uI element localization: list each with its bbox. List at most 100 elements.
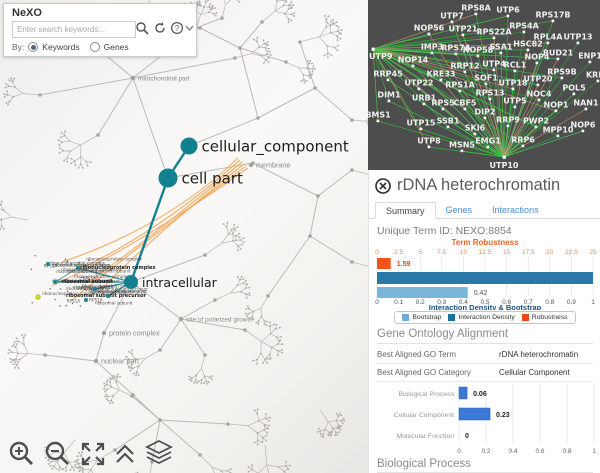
gene-node[interactable] bbox=[483, 116, 487, 120]
gene-node[interactable] bbox=[535, 61, 539, 65]
tree-node[interactable] bbox=[62, 149, 65, 152]
gene-node[interactable] bbox=[463, 107, 467, 111]
tree-node[interactable] bbox=[199, 5, 202, 7]
tree-node[interactable] bbox=[245, 297, 248, 299]
tree-node[interactable] bbox=[332, 427, 334, 430]
tree-node[interactable] bbox=[266, 431, 269, 434]
tree-node[interactable] bbox=[69, 150, 72, 153]
tree-node[interactable] bbox=[111, 374, 114, 377]
tree-node[interactable] bbox=[325, 18, 328, 21]
tree-node[interactable] bbox=[332, 18, 334, 21]
tree-node[interactable] bbox=[58, 147, 61, 150]
tree-node[interactable] bbox=[194, 379, 197, 382]
tree-node[interactable] bbox=[269, 321, 271, 324]
tree-node[interactable] bbox=[237, 249, 239, 252]
tree-node[interactable] bbox=[337, 424, 340, 427]
tree-node[interactable] bbox=[337, 415, 340, 417]
tree-node[interactable] bbox=[78, 467, 80, 469]
tree-node[interactable] bbox=[287, 7, 290, 10]
tree-node[interactable] bbox=[247, 466, 250, 468]
tree-node[interactable] bbox=[215, 12, 218, 14]
tree-node[interactable] bbox=[211, 6, 213, 9]
tree-node[interactable] bbox=[13, 343, 15, 345]
tree-node[interactable] bbox=[8, 348, 11, 351]
gene-node[interactable] bbox=[427, 145, 431, 149]
tree-node[interactable] bbox=[104, 395, 106, 398]
tree-node[interactable] bbox=[23, 343, 25, 346]
tree-node[interactable] bbox=[208, 381, 210, 383]
gene-node[interactable] bbox=[474, 12, 478, 16]
tree-node[interactable] bbox=[305, 80, 308, 82]
tree-node[interactable] bbox=[16, 361, 19, 363]
tree-node[interactable] bbox=[131, 349, 133, 352]
tree-node[interactable] bbox=[129, 370, 132, 372]
term-node-small[interactable] bbox=[178, 316, 184, 322]
tree-node[interactable] bbox=[337, 26, 340, 28]
tree-node[interactable] bbox=[193, 382, 196, 384]
tree-node[interactable] bbox=[207, 11, 210, 14]
tree-node[interactable] bbox=[107, 395, 109, 398]
tree-node[interactable] bbox=[222, 223, 225, 225]
tree-node[interactable] bbox=[256, 40, 258, 43]
tab-interactions[interactable]: Interactions bbox=[492, 205, 539, 215]
gene-node[interactable] bbox=[446, 125, 450, 129]
tree-node[interactable] bbox=[211, 4, 214, 7]
tree-node[interactable] bbox=[336, 434, 339, 436]
tree-node[interactable] bbox=[281, 348, 284, 351]
tree-node[interactable] bbox=[238, 0, 241, 3]
tree-node[interactable] bbox=[66, 156, 69, 159]
gene-node[interactable] bbox=[506, 14, 510, 18]
tree-node[interactable] bbox=[18, 358, 21, 361]
tree-node[interactable] bbox=[323, 54, 326, 57]
tree-node[interactable] bbox=[290, 1, 293, 3]
tree-node[interactable] bbox=[49, 465, 52, 467]
tree-node[interactable] bbox=[63, 134, 66, 137]
tree-node[interactable] bbox=[137, 374, 140, 377]
tree-node[interactable] bbox=[110, 378, 112, 381]
tree-node[interactable] bbox=[198, 26, 202, 30]
tree-node[interactable] bbox=[2, 209, 5, 212]
gene-node[interactable] bbox=[430, 51, 434, 55]
tree-node[interactable] bbox=[229, 468, 232, 470]
help-icon[interactable]: ? bbox=[170, 21, 184, 35]
tree-node[interactable] bbox=[203, 382, 205, 385]
tree-node[interactable] bbox=[265, 324, 267, 326]
tree-node[interactable] bbox=[281, 343, 284, 346]
tree-node[interactable] bbox=[77, 458, 80, 461]
tree-node[interactable] bbox=[248, 292, 251, 294]
tree-node[interactable] bbox=[89, 161, 92, 164]
tree-node[interactable] bbox=[308, 62, 310, 65]
tree-node[interactable] bbox=[283, 470, 286, 473]
gene-node[interactable] bbox=[522, 30, 526, 34]
tree-node[interactable] bbox=[265, 59, 267, 61]
tree-node[interactable] bbox=[330, 20, 332, 23]
tree-node[interactable] bbox=[65, 466, 68, 469]
cluster-term-node[interactable] bbox=[93, 287, 97, 291]
tree-node[interactable] bbox=[75, 466, 77, 468]
tree-node[interactable] bbox=[209, 3, 212, 5]
tree-node[interactable] bbox=[81, 450, 84, 453]
tree-node[interactable] bbox=[79, 465, 81, 468]
tree-node[interactable] bbox=[326, 56, 329, 59]
tree-node[interactable] bbox=[327, 15, 330, 17]
tree-node[interactable] bbox=[232, 227, 235, 230]
tree-node[interactable] bbox=[24, 333, 27, 336]
tree-node[interactable] bbox=[285, 0, 288, 3]
tree-node[interactable] bbox=[82, 167, 84, 169]
tree-node[interactable] bbox=[71, 466, 74, 468]
tree-node[interactable] bbox=[282, 4, 285, 7]
tree-node[interactable] bbox=[14, 346, 17, 349]
tree-node[interactable] bbox=[11, 358, 14, 361]
term-node-small[interactable] bbox=[130, 75, 136, 81]
tree-node[interactable] bbox=[267, 427, 269, 430]
tree-node[interactable] bbox=[290, 19, 293, 22]
tree-node[interactable] bbox=[76, 466, 79, 469]
tree-node[interactable] bbox=[253, 409, 256, 412]
tree-node[interactable] bbox=[130, 366, 133, 369]
tree-node[interactable] bbox=[245, 308, 247, 310]
tree-node[interactable] bbox=[289, 464, 291, 467]
tree-node[interactable] bbox=[248, 294, 251, 297]
tree-node[interactable] bbox=[256, 363, 258, 365]
search-input[interactable] bbox=[12, 21, 136, 38]
tree-node[interactable] bbox=[303, 78, 305, 81]
